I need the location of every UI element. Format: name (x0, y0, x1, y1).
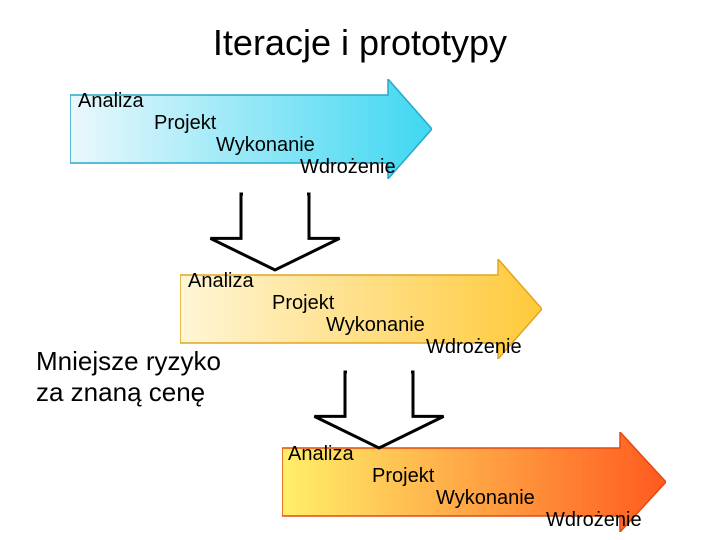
phase-label-analiza: Analiza (188, 270, 254, 293)
phase-label-projekt: Projekt (272, 292, 334, 315)
phase-label-projekt: Projekt (372, 465, 434, 488)
diagram-stage: Iteracje i prototypy Mniejsze ryzyko za … (0, 0, 720, 540)
phase-label-wdrozenie: Wdrożenie (546, 509, 642, 532)
caption-line2: za znaną cenę (36, 377, 221, 408)
phase-label-analiza: Analiza (288, 443, 354, 466)
phase-label-wykonanie: Wykonanie (216, 134, 315, 157)
phase-label-wdrozenie: Wdrożenie (300, 156, 396, 179)
page-title: Iteracje i prototypy (0, 22, 720, 64)
connector-arrow-down (190, 192, 360, 272)
phase-label-projekt: Projekt (154, 112, 216, 135)
phase-label-wykonanie: Wykonanie (326, 314, 425, 337)
phase-label-analiza: Analiza (78, 90, 144, 113)
phase-label-wdrozenie: Wdrożenie (426, 336, 522, 359)
phase-label-wykonanie: Wykonanie (436, 487, 535, 510)
connector-arrow-down (294, 370, 464, 450)
